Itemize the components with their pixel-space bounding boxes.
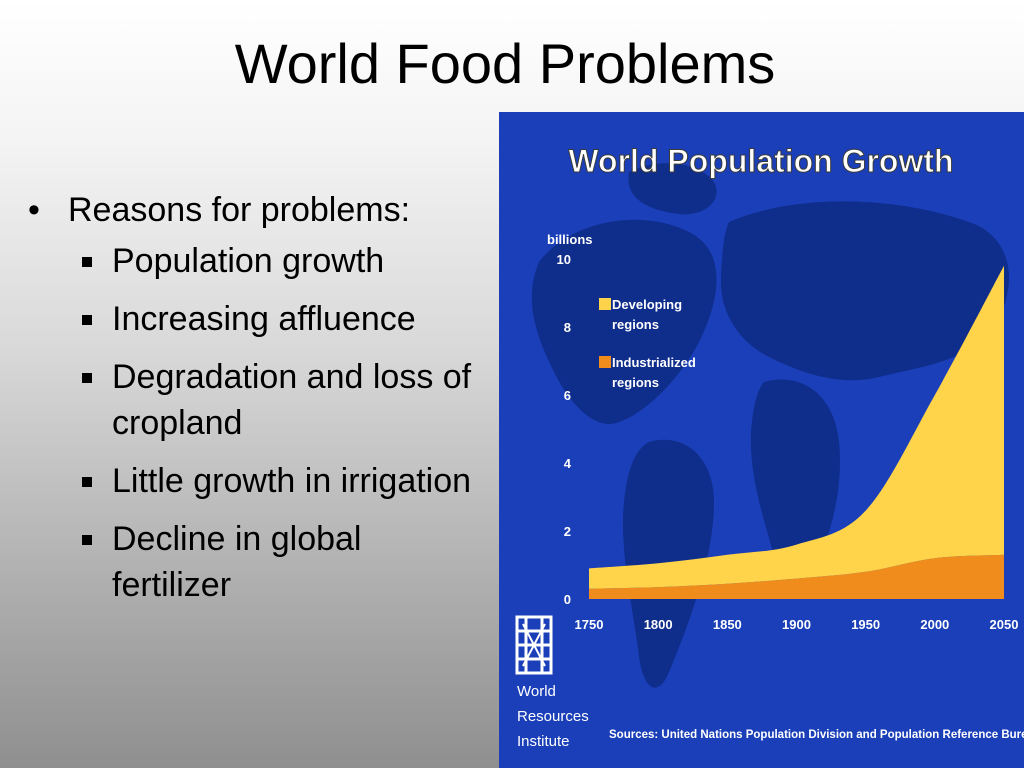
sub-bullet-item: Little growth in irrigation bbox=[28, 458, 488, 504]
y-tick-label: 0 bbox=[564, 592, 571, 607]
world-map-background bbox=[531, 163, 1009, 688]
wri-logo bbox=[515, 615, 553, 675]
legend-label: regions bbox=[612, 375, 659, 390]
sub-bullet-list: Population growth Increasing affluence D… bbox=[28, 238, 488, 608]
x-tick-label: 1900 bbox=[782, 617, 811, 632]
square-bullet-icon bbox=[82, 315, 92, 325]
area-series-industrialized bbox=[589, 554, 1004, 599]
bullet-reasons-text: Reasons for problems: bbox=[68, 191, 411, 229]
sub-bullet-text: Degradation and loss of cropland bbox=[112, 358, 472, 442]
square-bullet-icon bbox=[82, 535, 92, 545]
y-tick-label: 10 bbox=[557, 252, 571, 267]
legend-swatch bbox=[599, 356, 611, 368]
bullet-dot-icon: • bbox=[28, 191, 40, 229]
sub-bullet-item: Population growth bbox=[28, 238, 488, 284]
square-bullet-icon bbox=[82, 477, 92, 487]
y-tick-label: 4 bbox=[564, 456, 572, 471]
sub-bullet-text: Little growth in irrigation bbox=[112, 462, 472, 500]
population-chart: 0 2 4 6 8 10 1750 1800 1850 1900 1950 2000 2050 billi… bbox=[515, 143, 1024, 750]
slide-title: World Food Problems bbox=[234, 32, 776, 95]
y-tick-label: 8 bbox=[564, 320, 571, 335]
y-tick-label: 6 bbox=[564, 388, 571, 403]
legend-label: regions bbox=[612, 317, 659, 332]
population-chart-panel: 0 2 4 6 8 10 1750 1800 1850 1900 1950 2000 2050 billi… bbox=[499, 112, 1024, 768]
square-bullet-icon bbox=[82, 257, 92, 267]
sub-bullet-text: Population growth bbox=[112, 242, 385, 280]
wri-logo-text: Resources bbox=[517, 708, 589, 725]
chart-title: World Population Growth bbox=[568, 143, 953, 179]
wri-logo-text: World bbox=[517, 683, 556, 700]
area-series-developing bbox=[589, 265, 1004, 589]
y-axis-label: billions bbox=[547, 232, 593, 247]
legend-swatch bbox=[599, 298, 611, 310]
x-tick-label: 2050 bbox=[990, 617, 1019, 632]
x-tick-label: 1950 bbox=[851, 617, 880, 632]
bullet-list: • Reasons for problems: Population growt… bbox=[28, 188, 488, 620]
legend-label: Developing bbox=[612, 297, 682, 312]
x-tick-label: 1850 bbox=[713, 617, 742, 632]
wri-logo-text: Institute bbox=[517, 733, 570, 750]
sub-bullet-text: Increasing affluence bbox=[112, 300, 416, 338]
y-tick-label: 2 bbox=[564, 524, 571, 539]
x-tick-label: 1750 bbox=[575, 617, 604, 632]
square-bullet-icon bbox=[82, 373, 92, 383]
sub-bullet-item: Decline in global fertilizer bbox=[28, 516, 488, 608]
legend-label: Industrialized bbox=[612, 355, 696, 370]
x-tick-label: 2000 bbox=[920, 617, 949, 632]
chart-source-note: Sources: United Nations Population Divis… bbox=[609, 729, 1024, 741]
sub-bullet-item: Increasing affluence bbox=[28, 296, 488, 342]
sub-bullet-item: Degradation and loss of cropland bbox=[28, 354, 488, 446]
x-tick-label: 1800 bbox=[644, 617, 673, 632]
sub-bullet-text: Decline in global fertilizer bbox=[112, 520, 362, 604]
bullet-reasons: • Reasons for problems: bbox=[28, 188, 488, 232]
